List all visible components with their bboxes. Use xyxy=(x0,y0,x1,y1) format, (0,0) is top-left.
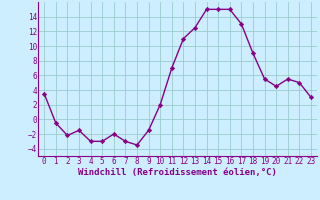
X-axis label: Windchill (Refroidissement éolien,°C): Windchill (Refroidissement éolien,°C) xyxy=(78,168,277,177)
